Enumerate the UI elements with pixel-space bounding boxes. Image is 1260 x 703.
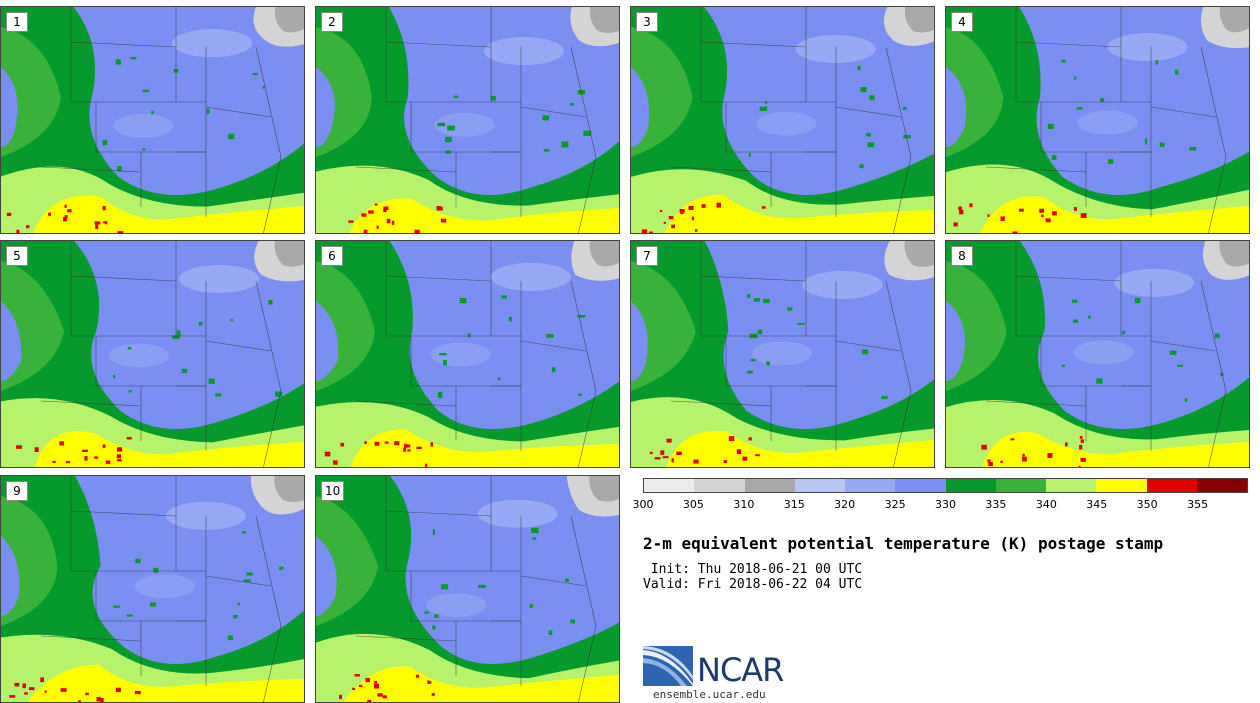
ensemble-member-panel: 5 [0,240,305,468]
color-scale-segment [1096,479,1147,492]
color-scale-tick-label: 310 [733,498,755,511]
member-number-label: 9 [6,481,28,501]
ensemble-member-panel: 1 [0,6,305,234]
member-number-label: 10 [321,481,345,501]
theta-e-map [1,476,304,702]
color-scale-segment [744,479,795,492]
color-scale-tick-label: 350 [1136,498,1158,511]
color-scale-tick-label: 345 [1086,498,1108,511]
ensemble-member-panel: 3 [630,6,935,234]
member-number-label: 8 [951,246,973,266]
valid-time: Valid: Fri 2018-06-22 04 UTC [643,577,863,592]
color-scale-tick-label: 300 [632,498,654,511]
ensemble-member-panel: 7 [630,240,935,468]
theta-e-map [1,241,304,467]
color-scale-segment [1196,479,1247,492]
logo-wordmark: NCAR [697,651,784,689]
color-scale-tick-label: 305 [682,498,704,511]
member-number-label: 6 [321,246,343,266]
member-number-label: 4 [951,12,973,32]
theta-e-map [316,7,619,233]
theta-e-map [631,7,934,233]
ensemble-member-panel: 6 [315,240,620,468]
color-scale-segment [945,479,996,492]
member-number-label: 5 [6,246,28,266]
logo-url: ensemble.ucar.edu [653,688,766,701]
color-scale-ticks: 300 305 310 315 320 325 330 335 340 345 350 355 [0,498,1260,512]
ensemble-member-panel: 8 [945,240,1250,468]
color-scale-segment [694,479,745,492]
ncar-logo-icon [643,646,693,686]
member-number-label: 1 [6,12,28,32]
color-scale-tick-label: 320 [834,498,856,511]
color-scale-segment [794,479,845,492]
ensemble-member-panel: 4 [945,6,1250,234]
member-number-label: 7 [636,246,658,266]
init-time: Init: Thu 2018-06-21 00 UTC [643,562,863,577]
theta-e-map [946,241,1249,467]
color-scale-tick-label: 325 [884,498,906,511]
theta-e-map [1,7,304,233]
color-scale-segment [845,479,896,492]
color-scale-tick-label: 340 [1035,498,1057,511]
color-scale-tick-label: 355 [1187,498,1209,511]
theta-e-map [316,476,619,702]
ensemble-member-panel: 2 [315,6,620,234]
ensemble-member-panel: 10 [315,475,620,703]
theta-e-map [316,241,619,467]
color-scale-segment [895,479,946,492]
color-scale-segment [644,479,695,492]
theta-e-map [631,241,934,467]
color-scale-bar [643,478,1248,493]
color-scale-tick-label: 330 [935,498,956,511]
color-scale-segment [1146,479,1197,492]
color-scale-tick-label: 315 [783,498,805,511]
color-scale-segment [1046,479,1097,492]
member-number-label: 2 [321,12,343,32]
ensemble-member-panel: 9 [0,475,305,703]
color-scale-tick-label: 335 [985,498,1007,511]
color-scale-segment [995,479,1046,492]
theta-e-map [946,7,1249,233]
member-number-label: 3 [636,12,658,32]
map-title: 2-m equivalent potential temperature (K)… [643,534,1164,553]
